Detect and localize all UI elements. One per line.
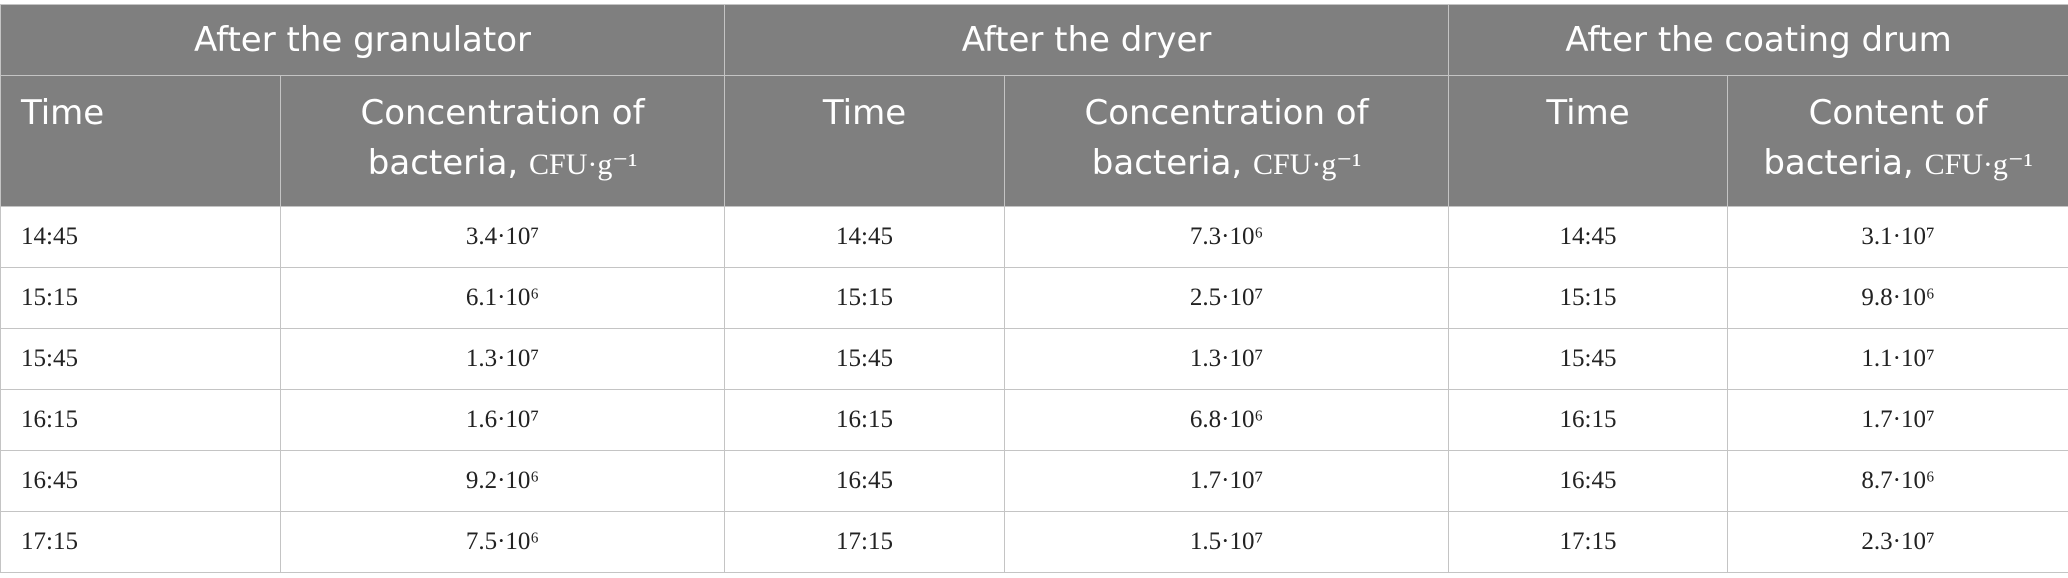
table-row: 16:45 9.2·10⁶ 16:45 1.7·10⁷ 16:45 8.7·10⁶ (0, 450, 2068, 512)
time-cell: 14:45 (724, 206, 1006, 268)
time-cell: 17:15 (0, 511, 281, 573)
time-cell: 14:45 (0, 206, 281, 268)
value-cell: 7.3·10⁶ (1004, 206, 1450, 268)
column-header: Time (724, 75, 1006, 207)
group-header: After the granulator (0, 4, 726, 76)
value-cell: 1.3·10⁷ (1004, 328, 1450, 390)
column-row: Time Concentration of bacteria, CFU·g⁻¹ Ti… (0, 75, 2068, 207)
column-label: Time (1546, 93, 1630, 133)
value-cell: 8.7·10⁶ (1727, 450, 2068, 512)
data-table: After the granulator After the dryer After… (0, 4, 2068, 573)
value-cell: 2.3·10⁷ (1727, 511, 2068, 573)
table-row: 16:15 1.6·10⁷ 16:15 6.8·10⁶ 16:15 1.7·10⁷ (0, 389, 2068, 451)
value-cell: 1.7·10⁷ (1727, 389, 2068, 451)
column-unit: CFU·g⁻¹ (1924, 148, 2033, 181)
time-cell: 16:45 (724, 450, 1006, 512)
value-cell: 1.7·10⁷ (1004, 450, 1450, 512)
group-row: After the granulator After the dryer After… (0, 4, 2068, 76)
value-cell: 9.8·10⁶ (1727, 267, 2068, 329)
value-cell: 1.6·10⁷ (279, 389, 726, 451)
table-row: 15:45 1.3·10⁷ 15:45 1.3·10⁷ 15:45 1.1·10⁷ (0, 328, 2068, 390)
time-cell: 15:15 (0, 267, 281, 329)
value-cell: 6.8·10⁶ (1004, 389, 1450, 451)
column-unit: CFU·g⁻¹ (529, 148, 638, 181)
time-cell: 14:45 (1448, 206, 1729, 268)
group-header: After the dryer (724, 4, 1450, 76)
time-cell: 16:45 (0, 450, 281, 512)
column-label: Concentration of bacteria, (1084, 93, 1369, 183)
time-cell: 16:15 (0, 389, 281, 451)
value-cell: 3.1·10⁷ (1727, 206, 2068, 268)
column-label: Concentration of bacteria, (360, 93, 645, 183)
page: After the granulator After the dryer After… (0, 4, 2068, 578)
time-cell: 17:15 (1448, 511, 1729, 573)
column-unit: CFU·g⁻¹ (1253, 148, 1362, 181)
column-header: Concentration of bacteria, CFU·g⁻¹ (279, 75, 726, 207)
column-label: Content of bacteria, (1763, 93, 1988, 183)
value-cell: 7.5·10⁶ (279, 511, 726, 573)
value-cell: 2.5·10⁷ (1004, 267, 1450, 329)
value-cell: 1.3·10⁷ (279, 328, 726, 390)
column-header: Time (0, 75, 281, 207)
value-cell: 1.5·10⁷ (1004, 511, 1450, 573)
time-cell: 16:15 (1448, 389, 1729, 451)
time-cell: 16:45 (1448, 450, 1729, 512)
value-cell: 3.4·10⁷ (279, 206, 726, 268)
group-header: After the coating drum (1448, 4, 2068, 76)
time-cell: 15:15 (724, 267, 1006, 329)
value-cell: 9.2·10⁶ (279, 450, 726, 512)
table-row: 17:15 7.5·10⁶ 17:15 1.5·10⁷ 17:15 2.3·10⁷ (0, 511, 2068, 573)
time-cell: 15:45 (0, 328, 281, 390)
time-cell: 15:15 (1448, 267, 1729, 329)
value-cell: 6.1·10⁶ (279, 267, 726, 329)
table-row: 15:15 6.1·10⁶ 15:15 2.5·10⁷ 15:15 9.8·10⁶ (0, 267, 2068, 329)
column-label: Time (21, 93, 105, 133)
column-header: Time (1448, 75, 1729, 207)
table-body: 14:45 3.4·10⁷ 14:45 7.3·10⁶ 14:45 3.1·10⁷ 15:1… (0, 206, 2068, 573)
column-header: Content of bacteria, CFU·g⁻¹ (1727, 75, 2068, 207)
time-cell: 17:15 (724, 511, 1006, 573)
column-header: Concentration of bacteria, CFU·g⁻¹ (1004, 75, 1450, 207)
table-head: After the granulator After the dryer After… (0, 4, 2068, 207)
table-row: 14:45 3.4·10⁷ 14:45 7.3·10⁶ 14:45 3.1·10⁷ (0, 206, 2068, 268)
time-cell: 16:15 (724, 389, 1006, 451)
column-label: Time (822, 93, 907, 133)
value-cell: 1.1·10⁷ (1727, 328, 2068, 390)
time-cell: 15:45 (1448, 328, 1729, 390)
time-cell: 15:45 (724, 328, 1006, 390)
